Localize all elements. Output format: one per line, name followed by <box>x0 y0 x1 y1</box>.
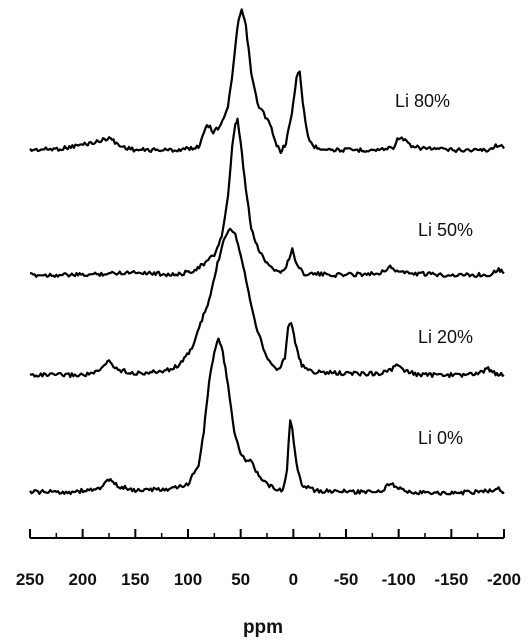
x-tick-label: 50 <box>231 570 250 589</box>
spectrum-line-4 <box>29 337 505 496</box>
x-tick-label: -150 <box>434 570 468 589</box>
series-layer <box>29 8 505 496</box>
spectrum-line-1 <box>29 8 505 155</box>
x-tick-label: 200 <box>68 570 96 589</box>
x-tick-label: 150 <box>121 570 149 589</box>
spectrum-line-3 <box>29 227 505 379</box>
x-tick-label: -50 <box>334 570 359 589</box>
series-label-2: Li 50% <box>418 220 473 240</box>
series-label-layer: Li 80% Li 50% Li 20% Li 0% <box>395 91 473 448</box>
spectrum-line-2 <box>29 117 505 279</box>
series-label-4: Li 0% <box>418 428 463 448</box>
x-tick-label: -100 <box>382 570 416 589</box>
series-label-1: Li 80% <box>395 91 450 111</box>
x-tick-label: 0 <box>289 570 298 589</box>
series-label-3: Li 20% <box>418 327 473 347</box>
x-tick-label: -200 <box>487 570 521 589</box>
x-tick-label: 100 <box>174 570 202 589</box>
x-axis-title: ppm <box>243 617 283 638</box>
x-tick-label: 250 <box>16 570 44 589</box>
x-axis: 250 200 150 100 50 0 -50 -100 -150 -200 <box>16 529 521 589</box>
